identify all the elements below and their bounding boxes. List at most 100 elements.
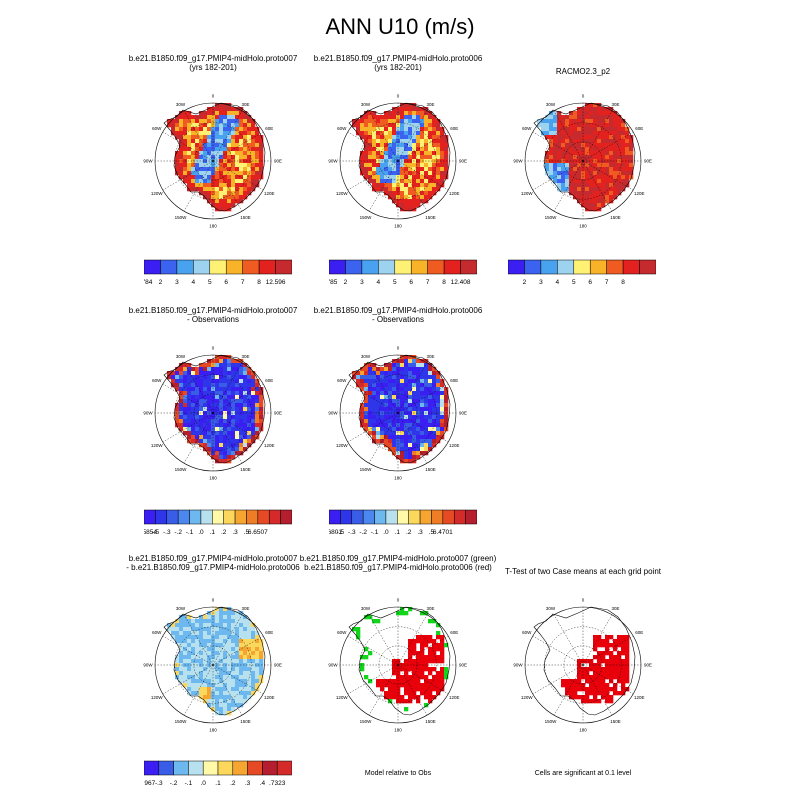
- grid-cell: [440, 423, 445, 428]
- grid-cell: [207, 639, 212, 644]
- grid-cell: [557, 155, 562, 160]
- grid-cell: [243, 187, 248, 192]
- longitude-label: 150E: [240, 719, 251, 724]
- grid-cell: [199, 155, 204, 160]
- grid-cell: [420, 115, 425, 120]
- grid-cell: [396, 135, 401, 140]
- grid-cell: [585, 203, 590, 208]
- grid-cell: [392, 691, 397, 696]
- grid-cell: [376, 159, 381, 164]
- grid-cell: [255, 411, 260, 416]
- grid-cell: [227, 427, 232, 432]
- grid-cell: [444, 147, 449, 152]
- grid-cell: [215, 179, 220, 184]
- grid-cell: [561, 159, 566, 164]
- grid-cell: [199, 111, 204, 116]
- grid-cell: [368, 431, 373, 436]
- grid-cell: [191, 163, 196, 168]
- grid-cell: [227, 699, 232, 704]
- grid-cell: [356, 127, 361, 132]
- grid-cell: [609, 115, 614, 120]
- grid-cell: [593, 195, 598, 200]
- grid-cell: [613, 663, 618, 668]
- grid-cell: [187, 171, 192, 176]
- grid-cell: [219, 639, 224, 644]
- grid-cell: [412, 391, 417, 396]
- grid-cell: [191, 135, 196, 140]
- grid-cell: [428, 187, 433, 192]
- grid-cell: [569, 175, 574, 180]
- grid-cell: [581, 135, 586, 140]
- grid-cell: [175, 371, 180, 376]
- grid-cell: [360, 663, 365, 668]
- grid-cell: [247, 407, 252, 412]
- grid-cell: [239, 623, 244, 628]
- grid-cell: [203, 627, 208, 632]
- grid-cell: [255, 663, 260, 668]
- grid-cell: [432, 687, 437, 692]
- grid-cell: [416, 635, 421, 640]
- grid-cell: [432, 383, 437, 388]
- meridian-line: [368, 664, 399, 716]
- grid-cell: [247, 659, 252, 664]
- grid-cell: [392, 387, 397, 392]
- grid-cell: [412, 395, 417, 400]
- grid-cell: [416, 191, 421, 196]
- grid-cell: [227, 631, 232, 636]
- grid-cell: [231, 391, 236, 396]
- meridian-line: [162, 412, 214, 443]
- grid-cell: [573, 151, 578, 156]
- longitude-label: 90W: [143, 411, 153, 416]
- grid-cell: [408, 675, 413, 680]
- grid-cell: [561, 187, 566, 192]
- panel-2-colorbar: .785234567812.408: [329, 259, 477, 286]
- grid-cell: [404, 399, 409, 404]
- grid-cell: [553, 151, 558, 156]
- colorbar-tick-label: 6: [588, 279, 592, 286]
- grid-cell: [625, 667, 630, 672]
- grid-cell: [569, 187, 574, 192]
- meridian-line: [212, 412, 264, 443]
- panel-5-title: b.e21.B1850.f09_g17.PMIP4-midHolo.proto0…: [283, 306, 513, 324]
- grid-cell: [231, 159, 236, 164]
- grid-cell: [404, 431, 409, 436]
- grid-cell: [392, 383, 397, 388]
- grid-cell: [251, 643, 256, 648]
- grid-cell: [187, 135, 192, 140]
- grid-cell: [171, 379, 176, 384]
- grid-cell: [420, 139, 425, 144]
- grid-cell: [597, 691, 602, 696]
- grid-cell: [183, 163, 188, 168]
- grid-cell: [553, 171, 558, 176]
- grid-cell: [412, 659, 417, 664]
- grid-cell: [392, 451, 397, 456]
- grid-cell: [372, 363, 377, 368]
- grid-cell: [436, 391, 441, 396]
- grid-cell: [239, 107, 244, 112]
- grid-cell: [251, 395, 256, 400]
- grid-cell: [171, 131, 176, 136]
- grid-cell: [428, 375, 433, 380]
- grid-cell: [247, 419, 252, 424]
- grid-cell: [251, 439, 256, 444]
- grid-cell: [597, 195, 602, 200]
- grid-cell: [195, 139, 200, 144]
- grid-cell: [207, 647, 212, 652]
- grid-cell: [625, 147, 630, 152]
- grid-cell: [187, 131, 192, 136]
- grid-cell: [247, 439, 252, 444]
- grid-cell: [432, 399, 437, 404]
- grid-cell: [396, 695, 401, 700]
- grid-cell: [195, 163, 200, 168]
- grid-cell: [199, 683, 204, 688]
- grid-cell: [400, 167, 405, 172]
- grid-cell: [239, 367, 244, 372]
- grid-cell: [215, 631, 220, 636]
- grid-cell: [207, 155, 212, 160]
- grid-cell: [428, 679, 433, 684]
- grid-cell: [380, 119, 385, 124]
- grid-cell: [621, 687, 626, 692]
- grid-cell: [364, 391, 369, 396]
- grid-cell: [613, 671, 618, 676]
- grid-cell: [243, 407, 248, 412]
